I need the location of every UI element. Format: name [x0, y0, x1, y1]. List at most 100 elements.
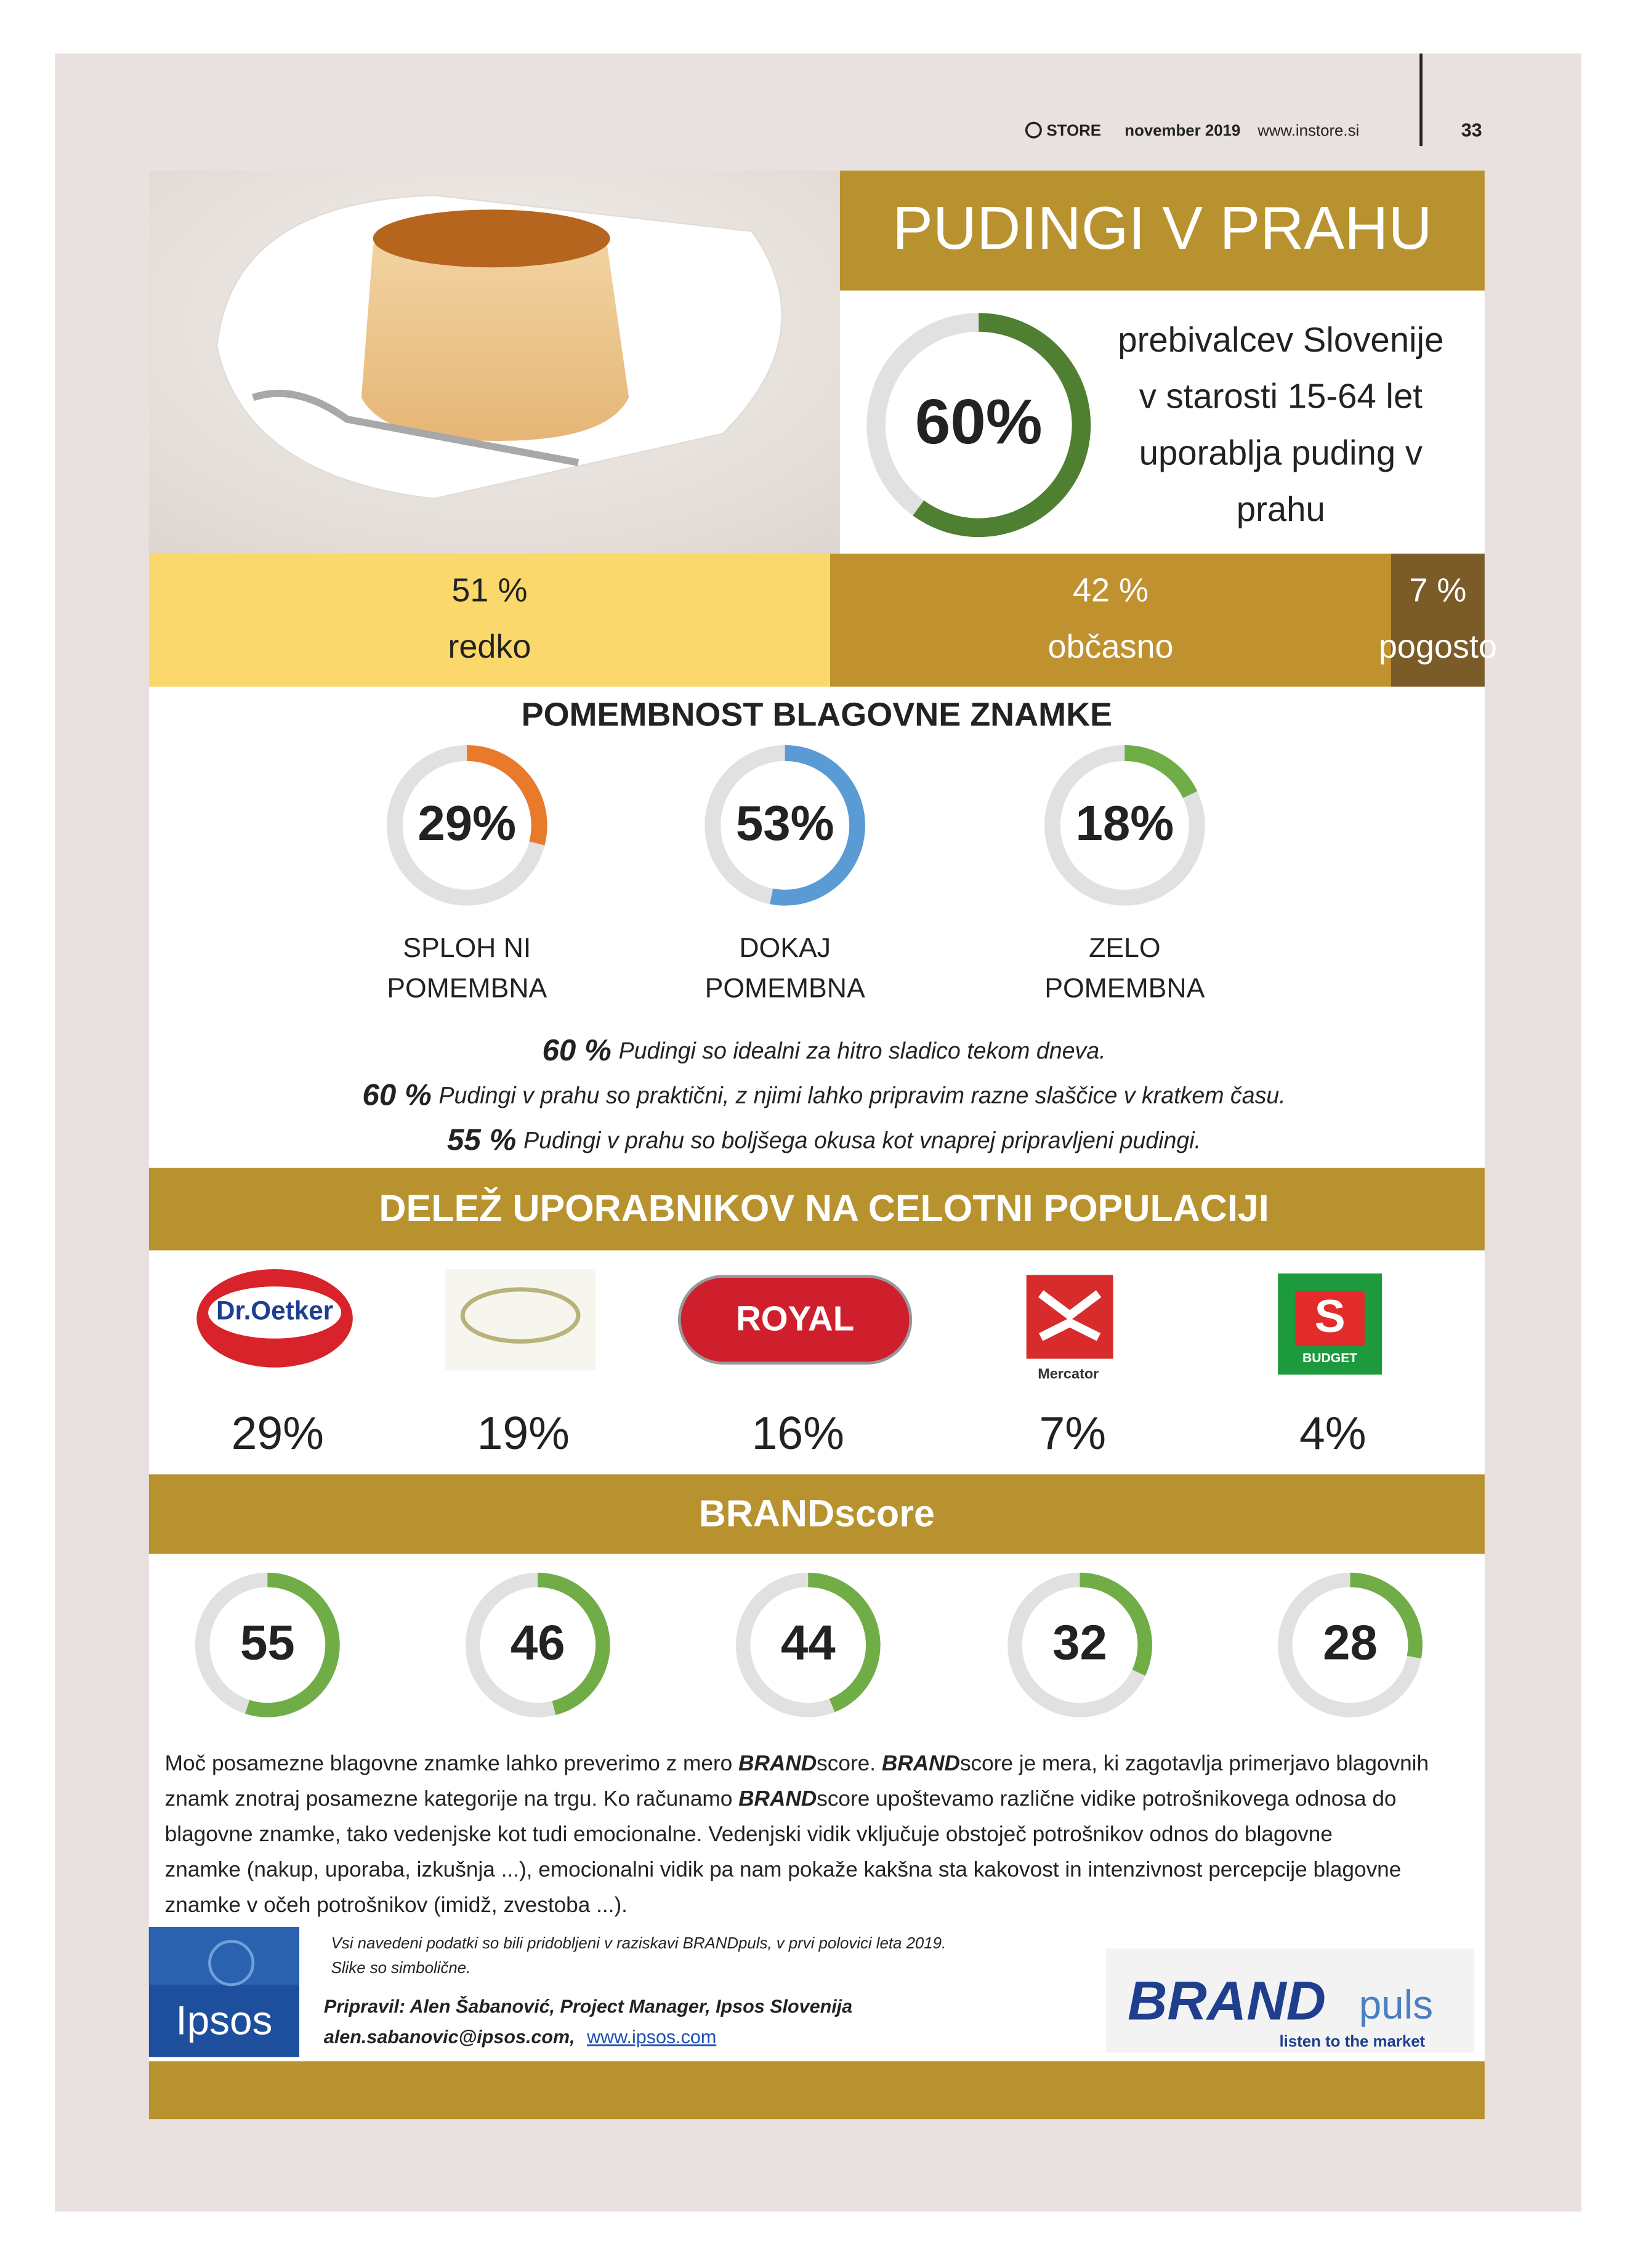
statement-text: Pudingi so idealni za hitro sladico teko…: [619, 1038, 1106, 1063]
paragraph-text: znamk znotraj posamezne kategorije na tr…: [165, 1787, 738, 1811]
title-bar: [839, 170, 1485, 291]
brandscore-value: 55: [240, 1615, 295, 1670]
paragraph-line: znamk znotraj posamezne kategorije na tr…: [165, 1787, 1397, 1811]
share-value: 4%: [1299, 1407, 1367, 1459]
importance-name: ZELO: [1089, 933, 1160, 963]
donut-arc: [1124, 745, 1198, 799]
statement-text: Pudingi v prahu so praktični, z njimi la…: [439, 1083, 1286, 1108]
brandpuls-tag: listen to the market: [1279, 2033, 1425, 2051]
importance-label: 29%: [418, 796, 516, 850]
importance-label: 53%: [736, 796, 834, 850]
frequency-value: 7 %: [1409, 572, 1466, 609]
logo-shape: [1038, 1290, 1102, 1341]
brandscore-value: 46: [511, 1615, 565, 1670]
page-number: 33: [1461, 120, 1482, 141]
logo-text: BUDGET: [1302, 1351, 1357, 1365]
brand-emphasis: BRAND: [738, 1787, 817, 1811]
brandpuls-logo: BRAND puls listen to the market: [1105, 1948, 1475, 2053]
frequency-name: občasno: [1048, 628, 1173, 665]
statement-value: 60 %: [543, 1033, 612, 1067]
statement: 60 % Pudingi so idealni za hitro sladico …: [543, 1033, 1106, 1067]
statement: 55 % Pudingi v prahu so boljšega okusa ko…: [447, 1123, 1201, 1156]
logo-shape: [1295, 1291, 1365, 1346]
paragraph-text: blagovne znamke, tako vedenjske kot tudi…: [165, 1822, 1333, 1846]
donut-arc: [245, 1572, 340, 1717]
logo-text: ROYAL: [736, 1299, 854, 1338]
main-text-line: uporablja puding v: [1139, 433, 1423, 472]
share-value: 7%: [1040, 1407, 1107, 1459]
footer-bar: [148, 2061, 1485, 2120]
share-bar: [148, 1168, 1485, 1251]
brandscore-value: 28: [1323, 1615, 1378, 1670]
frequency-segment: [1391, 554, 1485, 687]
logo-text: S: [1315, 1290, 1346, 1342]
header-issue: november 2019: [1124, 122, 1240, 139]
author: Pripravil: Alen Šabanović, Project Manag…: [324, 1995, 852, 2017]
paragraph-text: Moč posamezne blagovne znamke lahko prev…: [165, 1751, 738, 1775]
main-stat-label: 60%: [915, 386, 1043, 457]
paragraph-line: znamke v očeh potrošnikov (imidž, zvesto…: [165, 1893, 628, 1917]
importance-title: POMEMBNOST BLAGOVNE ZNAMKE: [522, 696, 1112, 733]
frequency-segment: [148, 554, 831, 687]
share-value: 16%: [752, 1407, 844, 1459]
store-icon: [1025, 121, 1042, 139]
brandpuls-a: BRAND: [1128, 1969, 1326, 2031]
donut-arc: [1080, 1572, 1152, 1676]
header-brand: STORE: [1047, 122, 1101, 139]
importance-label: 18%: [1075, 796, 1174, 850]
statement: 60 % Pudingi v prahu so praktični, z njim…: [362, 1078, 1285, 1112]
frequency-segment: [830, 554, 1391, 687]
ipsos-text: Ipsos: [176, 1998, 272, 2043]
importance-name: DOKAJ: [739, 933, 831, 963]
logo-shape: [445, 1269, 596, 1371]
brandscore-title: BRANDscore: [699, 1493, 935, 1535]
donut-arc: [466, 745, 547, 845]
brand-emphasis: BRAND: [882, 1751, 960, 1775]
ipsos-logo: Ipsos: [148, 1927, 299, 2057]
donut-arc: [1350, 1572, 1423, 1659]
donut-arc: [770, 745, 865, 906]
logo-shape: [460, 1287, 581, 1344]
brand-emphasis: BRAND: [738, 1751, 817, 1775]
ipsos-link[interactable]: www.ipsos.com: [586, 2027, 716, 2048]
statement-text: Pudingi v prahu so boljšega okusa kot vn…: [523, 1127, 1201, 1153]
paragraph-text: znamke (nakup, uporaba, izkušnja ...), e…: [165, 1858, 1402, 1882]
main-text-line: prahu: [1237, 490, 1325, 528]
paragraph-line: blagovne znamke, tako vedenjske kot tudi…: [165, 1822, 1333, 1846]
statement-value: 55 %: [447, 1123, 516, 1156]
frequency-name: redko: [448, 628, 531, 665]
share-value: 29%: [232, 1407, 324, 1459]
brandpuls-b: puls: [1359, 1982, 1434, 2027]
photo: [148, 170, 840, 554]
note-line: Vsi navedeni podatki so bili pridobljeni…: [331, 1935, 947, 1952]
logo-text: Dr.Oetker: [216, 1296, 333, 1325]
importance-name: SPLOH NI: [403, 933, 531, 963]
brandscore-bar: [148, 1474, 1485, 1554]
logo-shape: [208, 1286, 342, 1339]
paragraph-text: score upoštevamo različne vidike potrošn…: [817, 1787, 1396, 1811]
header-site: www.instore.si: [1257, 122, 1359, 139]
paragraph-text: score.: [817, 1751, 882, 1775]
statement-value: 60 %: [362, 1078, 431, 1112]
paragraph-text: znamke v očeh potrošnikov (imidž, zvesto…: [165, 1893, 628, 1917]
main-text-line: prebivalcev Slovenije: [1118, 320, 1443, 359]
donut-arc: [808, 1572, 881, 1713]
note-line: Slike so simbolične.: [331, 1959, 471, 1977]
importance-name: POMEMBNA: [387, 974, 547, 1004]
share-value: 19%: [477, 1407, 570, 1459]
paragraph-line: Moč posamezne blagovne znamke lahko prev…: [165, 1751, 1429, 1775]
brandscore-value: 44: [781, 1615, 836, 1670]
frequency-name: pogosto: [1379, 628, 1497, 665]
email: alen.sabanovic@ipsos.com,: [324, 2027, 575, 2048]
logo-shape: [677, 1275, 913, 1365]
frequency-value: 51 %: [451, 572, 527, 609]
brandscore-value: 32: [1052, 1615, 1107, 1670]
donut-arc: [913, 313, 1091, 538]
share-title: DELEŽ UPORABNIKOV NA CELOTNI POPULACIJI: [379, 1187, 1269, 1229]
donut-arc: [538, 1572, 610, 1715]
frequency-value: 42 %: [1073, 572, 1149, 609]
paragraph-text: score je mera, ki zagotavlja primerjavo …: [960, 1751, 1429, 1775]
paragraph-line: znamke (nakup, uporaba, izkušnja ...), e…: [165, 1858, 1402, 1882]
title: PUDINGI V PRAHU: [892, 194, 1432, 262]
